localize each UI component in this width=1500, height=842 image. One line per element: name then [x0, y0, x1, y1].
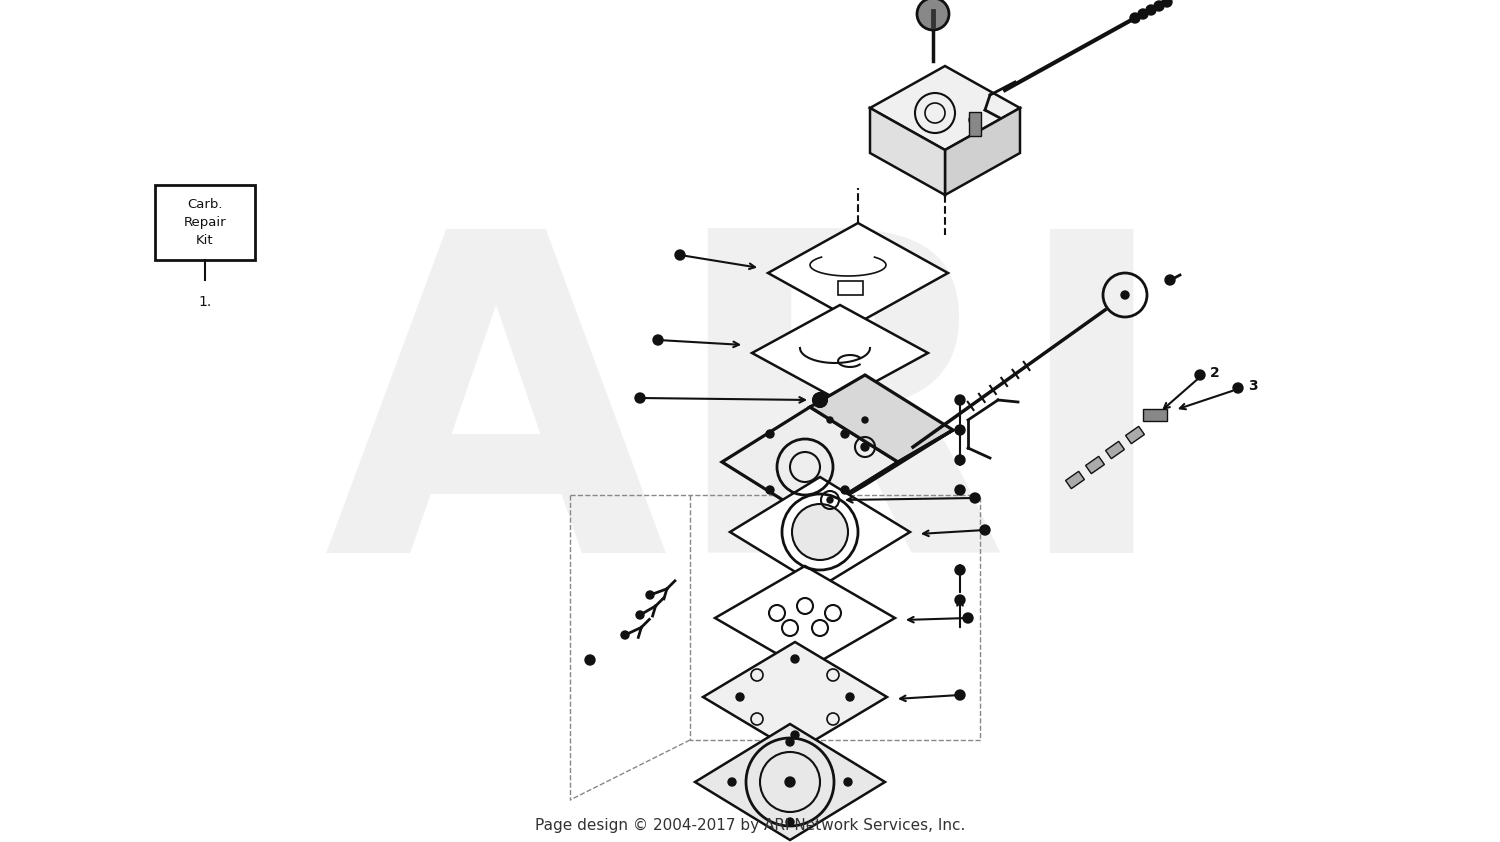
Polygon shape: [1106, 441, 1125, 459]
Polygon shape: [704, 642, 886, 752]
Polygon shape: [716, 566, 896, 670]
Circle shape: [1196, 370, 1204, 380]
Circle shape: [766, 486, 774, 494]
Circle shape: [1138, 9, 1148, 19]
Text: ARI: ARI: [324, 215, 1176, 645]
Circle shape: [842, 430, 849, 438]
Circle shape: [652, 335, 663, 345]
Circle shape: [790, 655, 800, 663]
Circle shape: [970, 493, 980, 503]
Circle shape: [621, 631, 628, 639]
Bar: [154, 185, 255, 260]
Polygon shape: [870, 66, 1020, 150]
Polygon shape: [839, 281, 862, 295]
Text: Carb.
Repair
Kit: Carb. Repair Kit: [183, 198, 226, 247]
Circle shape: [1130, 13, 1140, 23]
Polygon shape: [768, 223, 948, 323]
Circle shape: [790, 731, 800, 739]
Circle shape: [736, 693, 744, 701]
Circle shape: [956, 595, 964, 605]
Circle shape: [766, 430, 774, 438]
Bar: [969, 112, 981, 136]
Polygon shape: [945, 108, 1020, 195]
Polygon shape: [730, 477, 910, 587]
Circle shape: [1162, 0, 1172, 7]
Circle shape: [956, 395, 964, 405]
Polygon shape: [870, 108, 945, 195]
Circle shape: [792, 504, 847, 560]
Circle shape: [1154, 1, 1164, 11]
Circle shape: [862, 417, 868, 423]
Text: Page design © 2004-2017 by ARI Network Services, Inc.: Page design © 2004-2017 by ARI Network S…: [536, 818, 964, 833]
Circle shape: [846, 693, 853, 701]
Circle shape: [675, 250, 686, 260]
Polygon shape: [1086, 456, 1104, 474]
Circle shape: [827, 417, 833, 423]
Polygon shape: [722, 407, 898, 517]
Circle shape: [956, 565, 964, 575]
Circle shape: [956, 455, 964, 465]
Circle shape: [842, 486, 849, 494]
Circle shape: [728, 778, 736, 786]
Text: 2: 2: [1210, 366, 1219, 380]
Polygon shape: [810, 375, 952, 462]
Circle shape: [827, 497, 833, 503]
Polygon shape: [1143, 409, 1167, 421]
Circle shape: [956, 690, 964, 700]
Circle shape: [585, 655, 596, 665]
Circle shape: [634, 393, 645, 403]
Polygon shape: [1065, 472, 1084, 488]
Circle shape: [1146, 5, 1156, 15]
Circle shape: [636, 611, 644, 619]
Text: 1.: 1.: [198, 295, 211, 309]
Circle shape: [956, 425, 964, 435]
Circle shape: [1166, 275, 1174, 285]
Circle shape: [1233, 383, 1244, 393]
Text: 3: 3: [1248, 379, 1257, 393]
Circle shape: [1120, 291, 1130, 299]
Circle shape: [963, 613, 974, 623]
Circle shape: [969, 114, 981, 126]
Circle shape: [980, 525, 990, 535]
Circle shape: [956, 485, 964, 495]
Circle shape: [844, 778, 852, 786]
Polygon shape: [752, 305, 928, 401]
Polygon shape: [694, 724, 885, 840]
Circle shape: [916, 0, 950, 30]
Circle shape: [786, 738, 794, 746]
Polygon shape: [1125, 426, 1144, 444]
Polygon shape: [810, 430, 952, 517]
Circle shape: [784, 777, 795, 787]
Circle shape: [861, 443, 868, 451]
Circle shape: [813, 393, 826, 407]
Circle shape: [786, 818, 794, 826]
Circle shape: [646, 591, 654, 599]
